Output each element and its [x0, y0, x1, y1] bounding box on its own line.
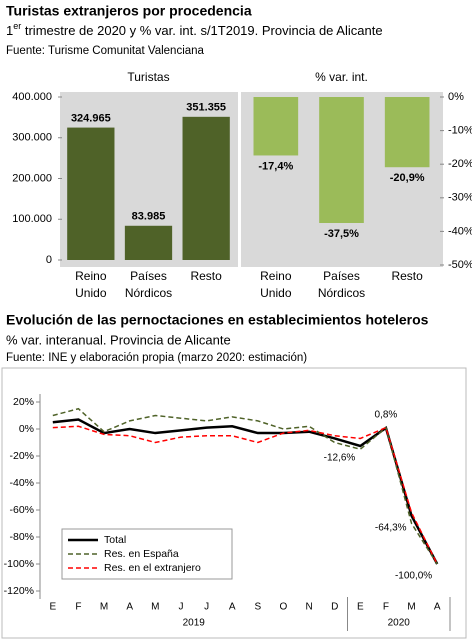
title: Turistas extranjeros por procedencia: [6, 3, 252, 19]
x-tick-label: F: [383, 602, 389, 613]
value-label: 83.985: [132, 211, 166, 223]
source: Fuente: INE y elaboración propia (marzo …: [6, 352, 307, 364]
x-tick-label: Países Nórdicos: [124, 269, 173, 300]
bar: [124, 225, 173, 260]
x-tick-label: Países Nórdicos: [317, 269, 366, 300]
x-tick-label: O: [280, 602, 288, 613]
y-tick-label: -100%: [4, 558, 34, 570]
x-tick-label: Resto: [391, 269, 423, 283]
y-tick-label: -30%: [448, 192, 472, 204]
x-tick-label: N: [305, 602, 312, 613]
source: Fuente: Turisme Comunitat Valenciana: [6, 45, 205, 57]
group-label: 2019: [183, 618, 206, 629]
x-tick-label: E: [357, 602, 364, 613]
y-tick-label: 300.000: [12, 132, 52, 144]
y-tick-label: 0%: [19, 423, 34, 435]
title: Evolución de las pernoctaciones en estab…: [6, 312, 429, 328]
value-label: 324.965: [71, 112, 111, 124]
subtitle: % var. interanual. Provincia de Alicante: [6, 332, 231, 347]
value-label: 0,8%: [375, 410, 398, 421]
legend-label: Res. en el extranjero: [104, 562, 201, 574]
x-tick-label: J: [178, 602, 183, 613]
x-tick-label: M: [407, 602, 415, 613]
x-tick-label: M: [100, 602, 108, 613]
group-label: 2020: [388, 618, 411, 629]
bar: [182, 116, 230, 260]
subtitle: 1er trimestre de 2020 y % var. int. s/1T…: [6, 21, 383, 38]
bar: [67, 127, 115, 261]
x-tick-label: S: [254, 602, 261, 613]
chart-title: % var. int.: [315, 70, 368, 84]
bar: [319, 97, 364, 223]
y-tick-label: -60%: [9, 504, 34, 516]
y-tick-label: -20%: [9, 450, 34, 462]
x-tick-label: E: [49, 602, 56, 613]
legend-box: [61, 528, 233, 580]
y-tick-label: -10%: [448, 125, 472, 137]
x-tick-label: J: [204, 602, 209, 613]
x-tick-label: Resto: [190, 269, 222, 283]
value-label: -12,6%: [324, 453, 356, 464]
legend-label: Res. en España: [104, 548, 179, 560]
y-tick-label: -40%: [448, 225, 472, 237]
y-tick-label: 400.000: [12, 91, 52, 103]
chart-title: Turistas: [127, 70, 169, 84]
x-tick-label: A: [126, 602, 133, 613]
value-label: -64,3%: [375, 522, 407, 533]
y-tick-label: -20%: [448, 158, 472, 170]
y-tick-label: 0%: [448, 91, 464, 103]
chart-frame: [1, 367, 467, 639]
bar: [253, 97, 299, 156]
x-tick-label: F: [75, 602, 81, 613]
y-tick-label: -120%: [4, 585, 34, 597]
value-label: -17,4%: [258, 160, 293, 172]
value-label: 351.355: [186, 102, 226, 114]
value-label: -37,5%: [324, 228, 359, 240]
series-line: [52, 425, 438, 565]
y-tick-label: 100.000: [12, 213, 52, 225]
y-tick-label: 200.000: [12, 172, 52, 184]
y-tick-label: 0: [46, 254, 52, 266]
series-line: [52, 407, 438, 565]
x-tick-label: M: [151, 602, 159, 613]
x-tick-label: Reino Unido: [260, 269, 292, 300]
y-tick-label: -80%: [9, 531, 34, 543]
legend-label: Total: [104, 534, 126, 546]
x-tick-label: Reino Unido: [75, 269, 107, 300]
y-tick-label: -50%: [448, 259, 472, 271]
value-label: -100,0%: [395, 571, 432, 582]
x-tick-label: A: [434, 602, 441, 613]
value-label: -20,9%: [390, 172, 425, 184]
series-line: [52, 418, 439, 565]
y-tick-label: 20%: [13, 396, 34, 408]
x-tick-label: A: [229, 602, 236, 613]
y-tick-label: -40%: [9, 477, 34, 489]
x-tick-label: D: [331, 602, 338, 613]
bar: [384, 97, 430, 168]
